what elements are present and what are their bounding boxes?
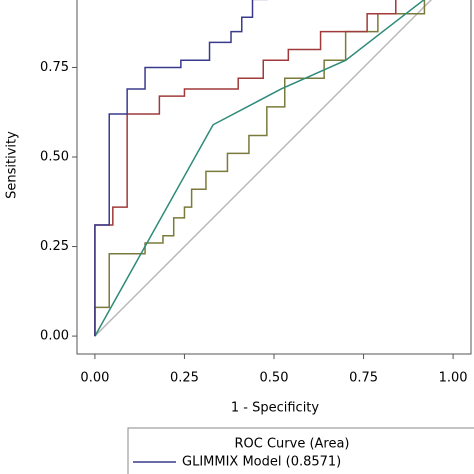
roc-curve xyxy=(94,0,397,337)
y-tick-label: 0.75 xyxy=(40,60,69,75)
x-axis-label: 1 - Specificity xyxy=(231,401,320,416)
x-tick-label: 0.25 xyxy=(170,371,199,386)
roc-curve xyxy=(94,0,425,337)
roc-curve xyxy=(94,0,268,337)
y-tick-label: 0.25 xyxy=(40,239,69,254)
x-tick-label: 0.75 xyxy=(349,371,378,386)
roc-curve xyxy=(94,0,426,337)
y-axis-label: Sensitivity xyxy=(5,131,20,199)
y-tick-label: 0.00 xyxy=(40,329,69,344)
x-tick-label: 1.00 xyxy=(439,371,468,386)
legend-title: ROC Curve (Area) xyxy=(234,437,349,452)
y-tick-label: 0.50 xyxy=(40,150,69,165)
x-tick-label: 0.50 xyxy=(260,371,289,386)
x-tick-label: 0.00 xyxy=(80,371,109,386)
legend-box xyxy=(127,427,474,474)
legend-label: GLIMMIX Model (0.8571) xyxy=(182,455,341,470)
plot-frame xyxy=(76,0,472,355)
roc-curve xyxy=(94,0,433,337)
